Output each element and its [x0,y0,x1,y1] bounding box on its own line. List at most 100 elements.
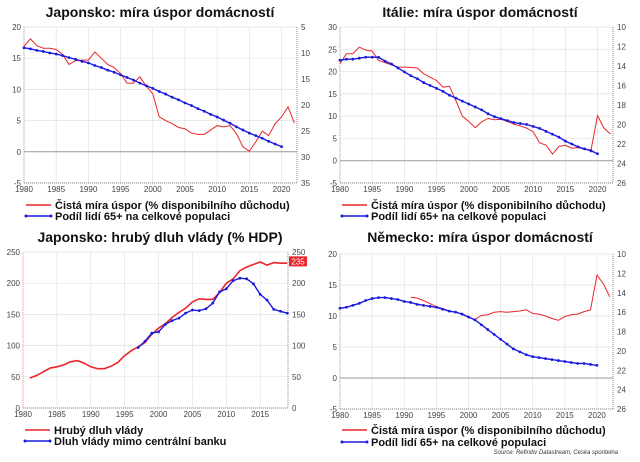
data-point [258,293,262,296]
data-point [112,70,116,74]
data-point [22,46,26,50]
legend-marker [23,439,27,443]
data-point [473,105,477,109]
data-point [492,333,496,336]
data-point [29,47,32,51]
y-right-tick-label: 26 [617,405,626,414]
chart-title: Itálie: míra úspor domácností [382,4,578,20]
y-right-tick-label: 30 [301,153,310,162]
data-point [428,304,432,308]
y-left-tick-label: 10 [12,85,21,94]
y-right-tick-label: 5 [301,23,306,32]
x-tick-label: 1990 [395,185,413,194]
y-right-tick-label: 14 [617,289,626,298]
legend-label: Dluh vlády mimo centrální banku [54,436,226,448]
y-left-tick-label: -5 [330,179,338,188]
legend-marker [340,440,344,444]
data-point [280,145,283,149]
y-right-tick-label: 14 [617,62,626,71]
data-point [190,104,193,107]
y-left-tick-label: 0 [333,374,338,383]
data-point [589,363,592,366]
legend-marker [340,214,344,218]
data-point [86,61,90,65]
data-point [177,316,181,320]
end-value-badge [289,256,307,267]
data-point [563,360,567,363]
data-point [364,55,368,59]
series-line-1 [23,38,295,152]
x-tick-label: 2020 [588,411,606,420]
y-left-tick-label: 50 [11,373,20,382]
y-left-tick-label: 15 [12,54,21,63]
y-right-tick-label: 20 [617,347,626,356]
data-point [245,277,249,281]
data-point [54,52,58,56]
data-point [285,311,289,315]
chart-4: Německo: míra úspor domácností 1980 1985 19… [328,229,626,449]
data-point [151,86,155,90]
x-tick-label: 2015 [556,185,574,194]
legend-label: Hrubý dluh vlády [54,425,144,437]
data-point [576,362,580,365]
y-right-tick-label: 16 [617,308,626,317]
y-left-tick-label: 5 [17,117,22,126]
data-point [454,96,458,100]
x-tick-label: 1995 [116,410,134,419]
y-left-tick-label: 25 [328,45,337,54]
data-point [67,56,71,60]
y-right-tick-label: 16 [617,82,626,91]
x-tick-label: 2020 [589,185,607,194]
data-point [273,142,277,146]
data-point [551,132,554,136]
data-point [467,102,471,106]
data-point [177,98,180,102]
data-point [80,59,84,63]
data-point [184,311,188,315]
data-point [106,68,110,72]
data-point [479,323,483,327]
data-point [209,112,213,116]
data-point [265,298,269,302]
y-right-tick-label: 0 [292,404,297,413]
data-point [441,89,445,93]
data-point [338,306,342,310]
y-left-tick-label: 0 [333,157,338,166]
data-point [357,302,361,305]
data-point [473,318,477,322]
x-tick-label: 1990 [82,410,100,419]
data-point [428,84,432,87]
data-point [415,77,419,81]
data-point [196,107,200,111]
legend-label: Čistá míra úspor (% disponibilního důcho… [371,199,606,212]
x-tick-label: 2000 [460,411,478,420]
y-left-tick-label: 250 [7,248,21,257]
y-right-tick-label: 15 [301,75,310,84]
x-tick-label: 2000 [460,185,478,194]
legend-label: Podíl lidí 65+ na celkové populaci [55,211,230,223]
data-point [211,301,215,305]
chart-title: Japonsko: hrubý dluh vlády (% HDP) [37,229,282,245]
x-tick-label: 2010 [217,410,235,419]
data-point [204,307,208,311]
data-point [538,126,541,130]
data-point [525,123,529,126]
data-point [35,49,39,52]
data-point [99,66,103,69]
series-line-1 [410,273,611,321]
data-point [191,308,194,312]
data-point [150,331,154,335]
y-left-tick-label: 5 [333,134,338,143]
y-right-tick-label: 25 [301,127,310,136]
data-point [235,125,238,129]
data-point [351,303,355,307]
x-tick-label: 1985 [363,185,381,194]
data-point [415,302,419,306]
data-point [238,276,242,280]
x-tick-label: 2000 [150,410,168,419]
data-point [93,64,97,67]
legend-marker [48,439,52,443]
data-point [183,101,187,105]
data-point [499,117,503,121]
data-point [170,95,174,99]
